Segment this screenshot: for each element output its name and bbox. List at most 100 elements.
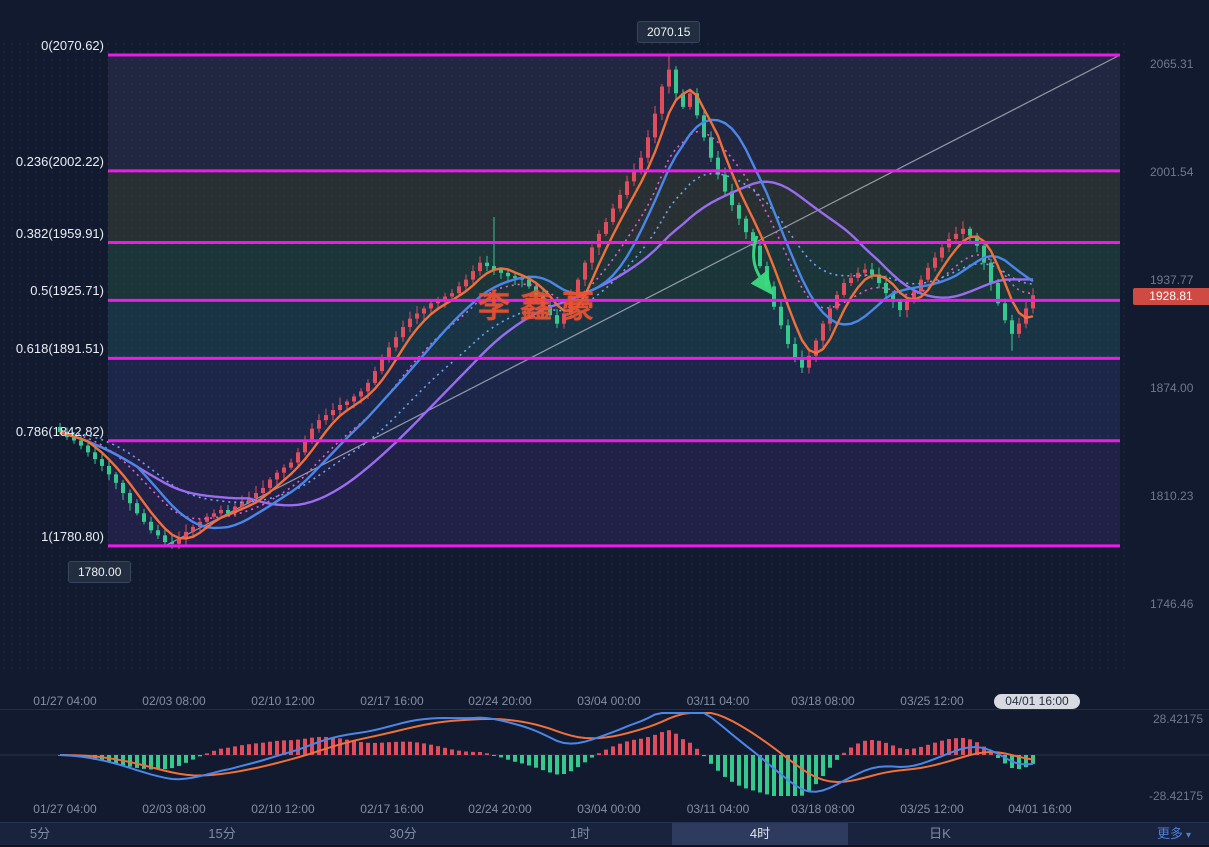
macd-histogram-bar (681, 739, 685, 755)
macd-indicator-panel[interactable] (0, 710, 1209, 800)
macd-histogram-bar (975, 742, 979, 755)
candle-body (737, 205, 741, 219)
price-axis-label: 2065.31 (1150, 57, 1194, 71)
candle-body (184, 531, 188, 539)
macd-histogram-bar (520, 755, 524, 764)
macd-histogram-bar (149, 755, 153, 770)
candle-body (485, 262, 489, 267)
candle-body (891, 293, 895, 302)
macd-histogram-bar (268, 741, 272, 755)
candle-body (534, 286, 538, 295)
candle-body (695, 93, 699, 116)
fib-level-label: 0(2070.62) (41, 38, 104, 53)
candle-body (786, 325, 790, 344)
x-axis-label: 02/10 12:00 (251, 802, 315, 816)
macd-histogram-bar (891, 745, 895, 755)
macd-histogram-bar (163, 755, 167, 770)
candle-body (660, 86, 664, 114)
macd-histogram-bar (709, 755, 713, 764)
fib-band (108, 358, 1120, 441)
panel-divider (0, 709, 1209, 710)
macd-histogram-bar (996, 755, 1000, 758)
x-axis-label: 03/04 00:00 (577, 694, 641, 708)
macd-histogram-bar (443, 747, 447, 755)
candle-body (639, 157, 643, 170)
macd-histogram-bar (226, 747, 230, 755)
macd-histogram-bar (436, 746, 440, 755)
candle-body (1003, 303, 1007, 321)
watermark-text: 李鑫豪 (478, 288, 605, 324)
macd-histogram-bar (289, 740, 293, 755)
candle-body (842, 282, 846, 295)
macd-histogram-bar (1024, 755, 1028, 768)
macd-histogram-bar (702, 755, 706, 757)
candle-body (758, 245, 762, 267)
main-price-chart[interactable] (0, 0, 1209, 710)
macd-histogram-bar (191, 755, 195, 760)
price-axis-label: 1937.77 (1150, 273, 1194, 287)
candle-body (191, 526, 195, 532)
macd-histogram-bar (744, 755, 748, 789)
macd-histogram-bar (849, 747, 853, 755)
macd-histogram-bar (793, 755, 797, 796)
candle-body (653, 113, 657, 138)
macd-histogram-bar (639, 738, 643, 755)
candle-body (282, 467, 286, 473)
candle-body (149, 521, 153, 531)
candle-body (499, 269, 503, 273)
macd-histogram-bar (324, 737, 328, 755)
candle-body (394, 337, 398, 348)
candle-body (366, 382, 370, 392)
macd-histogram-bar (296, 739, 300, 755)
timeframe-tab-3[interactable]: 30分 (389, 826, 417, 841)
macd-histogram-bar (373, 742, 377, 755)
timeframe-tab-1[interactable]: 5分 (29, 826, 51, 841)
macd-histogram-bar (604, 749, 608, 755)
candle-body (506, 272, 510, 277)
macd-histogram-bar (240, 745, 244, 755)
candle-body (975, 235, 979, 246)
candle-body (254, 493, 258, 499)
macd-histogram-bar (758, 755, 762, 793)
candle-body (611, 208, 615, 223)
candle-body (100, 459, 104, 466)
candle-body (226, 509, 230, 514)
candle-body (702, 115, 706, 138)
candle-body (751, 232, 755, 246)
x-axis-label: 02/03 08:00 (142, 694, 206, 708)
candle-body (457, 286, 461, 294)
macd-histogram-bar (870, 739, 874, 755)
timeframe-tab-4[interactable]: 1时 (569, 826, 591, 841)
macd-histogram-bar (513, 755, 517, 762)
macd-histogram-bar (310, 737, 314, 755)
macd-histogram-bar (933, 742, 937, 755)
macd-time-axis: 01/27 04:00 02/03 08:00 02/10 12:00 02/17 1… (0, 802, 1209, 818)
timeframe-tab-6[interactable]: 日K (929, 826, 951, 841)
macd-histogram-bar (1003, 755, 1007, 764)
candle-body (849, 277, 853, 283)
ma-orange (59, 88, 1034, 540)
timeframe-tab-5[interactable]: 4时 (672, 823, 848, 845)
candle-body (135, 503, 139, 514)
macd-histogram-bar (625, 741, 629, 755)
macd-histogram-bar (926, 744, 930, 755)
macd-histogram-bar (947, 739, 951, 755)
macd-histogram-bar (989, 752, 993, 755)
candle-body (478, 262, 482, 272)
macd-histogram-bar (408, 741, 412, 755)
candle-body (961, 228, 965, 234)
macd-histogram-bar (366, 742, 370, 755)
macd-histogram-bar (478, 751, 482, 755)
macd-histogram-bar (534, 755, 538, 768)
timeframe-tab-2[interactable]: 15分 (208, 826, 236, 841)
more-timeframes-button[interactable]: 更多 ▾ (1157, 823, 1191, 845)
macd-histogram-bar (856, 743, 860, 755)
candle-body (730, 191, 734, 206)
x-axis-label: 02/17 16:00 (360, 802, 424, 816)
macd-histogram-bar (723, 755, 727, 777)
candle-body (72, 437, 76, 441)
fib-level-label: 0.236(2002.22) (15, 153, 104, 169)
candle-body (380, 359, 384, 372)
x-axis-label: 03/11 04:00 (686, 802, 750, 816)
macd-histogram-bar (212, 750, 216, 755)
